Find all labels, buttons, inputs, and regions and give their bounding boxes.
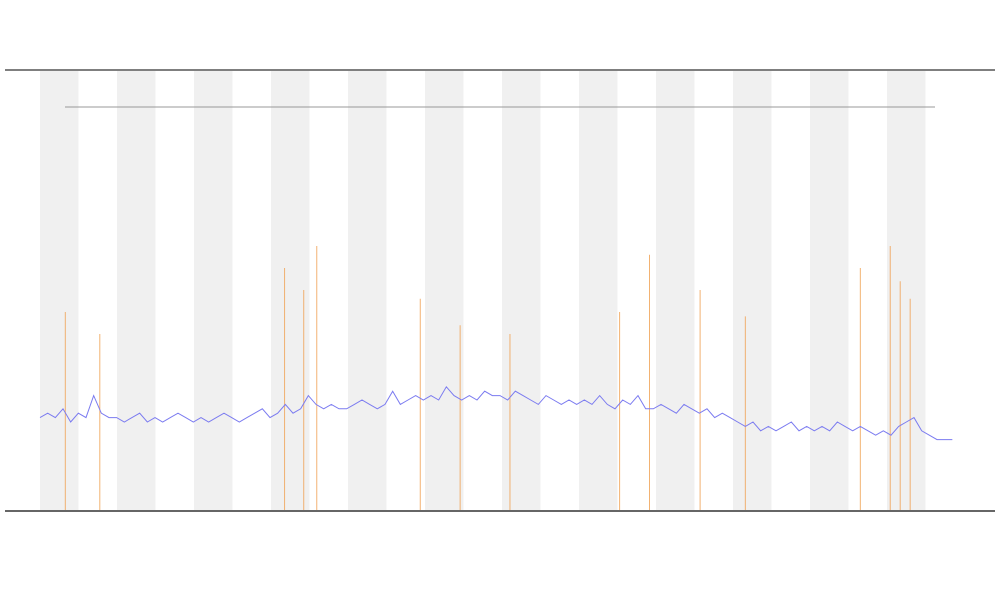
band [656,71,695,510]
data-line [39,385,953,441]
band [502,71,541,510]
band [425,71,464,510]
band [579,71,618,510]
band [810,71,849,510]
band [271,71,310,510]
band [348,71,387,510]
band [887,71,926,510]
band [733,71,772,510]
background-bands [40,71,926,510]
band [117,71,156,510]
band [194,71,233,510]
band [40,71,79,510]
